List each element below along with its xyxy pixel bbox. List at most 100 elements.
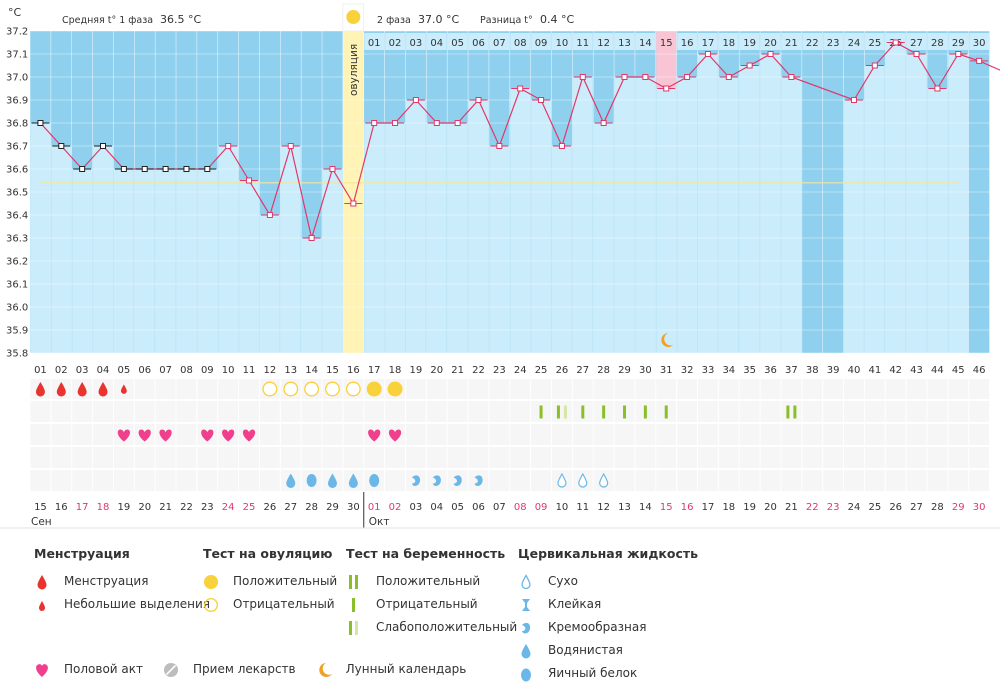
- symptom-cell: [176, 424, 197, 445]
- temp-point-20: [433, 120, 440, 126]
- symptom-cell: [906, 379, 927, 399]
- temp-point-43: [913, 51, 920, 57]
- symptom-cell: [927, 470, 948, 491]
- symptom-cell: [760, 379, 781, 399]
- symptom-cell: [698, 424, 718, 445]
- symptom-cell: [30, 401, 51, 422]
- cycle-day-label: 24: [514, 365, 527, 376]
- symptom-cell: [823, 470, 844, 491]
- cycle-day-label: 33: [702, 365, 715, 376]
- symptom-cell: [239, 379, 259, 399]
- symptom-cell: [635, 470, 656, 491]
- heart-icon: [138, 429, 151, 442]
- heart-icon: [117, 429, 130, 442]
- date-label: 14: [639, 502, 652, 513]
- symptom-cell: [552, 447, 572, 468]
- temp-point-24: [517, 85, 524, 92]
- symptom-cell: [280, 401, 301, 422]
- symptom-cell: [468, 401, 489, 422]
- temp-point-37: [788, 74, 795, 80]
- temp-point-31: [663, 85, 670, 92]
- symptom-cell: [176, 379, 197, 399]
- symptom-cell: [447, 447, 468, 468]
- top-date-cell: [927, 33, 948, 50]
- symptom-cell: [739, 447, 760, 468]
- date-label: 29: [326, 502, 339, 513]
- top-date-label: 16: [681, 38, 694, 49]
- y-tick-label: 36.7: [6, 142, 28, 153]
- symptom-cell: [218, 379, 239, 399]
- symptom-cell: [760, 401, 781, 422]
- fluid-creamy-icon: [411, 475, 421, 486]
- month-label: Окт: [369, 516, 390, 528]
- temp-point-45: [955, 51, 962, 57]
- top-date-label: 05: [451, 38, 464, 49]
- temp-point-1: [37, 120, 44, 126]
- legend-pregnancy-negative: Отрицательный: [376, 597, 478, 611]
- symptom-cell: [322, 401, 343, 422]
- top-date-label: 18: [722, 38, 735, 49]
- date-label: 06: [472, 502, 485, 513]
- temp-point-34: [725, 74, 732, 80]
- cycle-day-label: 29: [618, 365, 631, 376]
- fluid-eggwhite-icon: [369, 474, 380, 487]
- pregnancy-test-positive: [786, 405, 790, 419]
- diff-value: 0.4 °C: [540, 13, 574, 26]
- temp-column-41: [864, 65, 885, 353]
- top-date-label: 01: [368, 38, 381, 49]
- symptom-cell: [385, 401, 405, 422]
- symptom-cell: [93, 401, 113, 422]
- date-label: 20: [764, 502, 777, 513]
- symptom-cell: [51, 401, 72, 422]
- symptom-cell: [259, 424, 280, 445]
- top-date-cell: [447, 33, 468, 50]
- symptom-cell: [468, 379, 489, 399]
- top-date-cell: [781, 33, 802, 50]
- symptom-cell: [802, 401, 823, 422]
- ovulation-test-negative: [304, 381, 320, 397]
- symptom-cell: [510, 447, 531, 468]
- top-date-label: 25: [868, 38, 881, 49]
- month-label: Сен: [31, 516, 52, 528]
- symptom-cell: [197, 379, 218, 399]
- legend-pregnancy-weak: Слабоположительный: [376, 620, 518, 634]
- symptom-cell: [948, 470, 969, 491]
- temp-point-27: [579, 74, 586, 80]
- symptom-cell: [781, 447, 802, 468]
- date-label: 28: [305, 502, 318, 513]
- symptom-cell: [489, 424, 510, 445]
- symptom-cell: [322, 447, 343, 468]
- date-label: 10: [556, 502, 569, 513]
- legend-pregnancy-positive: Положительный: [376, 574, 481, 588]
- pregnancy-test-weak: [563, 405, 567, 419]
- legend-sex: Половой акт: [64, 662, 143, 676]
- cycle-day-label: 15: [326, 365, 339, 376]
- symptom-cell: [677, 470, 698, 491]
- cycle-day-label: 11: [243, 365, 256, 376]
- symptom-cell: [155, 447, 176, 468]
- temp-point-33: [704, 51, 711, 57]
- phase2-label: 2 фаза: [377, 15, 411, 26]
- symptom-cell: [948, 424, 969, 445]
- temp-point-15: [329, 166, 336, 172]
- temp-point-36: [767, 51, 774, 57]
- legend-moon: Лунный календарь: [345, 662, 467, 676]
- date-label: 29: [952, 502, 965, 513]
- top-date-label: 06: [472, 38, 485, 49]
- cycle-day-label: 01: [34, 365, 47, 376]
- cycle-day-label: 32: [681, 365, 694, 376]
- symptom-cell: [656, 379, 677, 399]
- temp-point-10: [225, 143, 232, 149]
- y-tick-label: 36.9: [6, 96, 28, 107]
- symptom-cell: [927, 401, 948, 422]
- top-date-cell: [864, 33, 885, 50]
- temp-column-13: [280, 146, 301, 353]
- symptom-cell: [113, 401, 134, 422]
- date-label: 04: [430, 502, 443, 513]
- date-label: 07: [493, 502, 506, 513]
- symptom-cell: [30, 470, 51, 491]
- cycle-day-label: 05: [118, 365, 131, 376]
- symptom-cell: [698, 401, 718, 422]
- top-date-cell: [802, 33, 823, 50]
- symptom-cell: [134, 447, 155, 468]
